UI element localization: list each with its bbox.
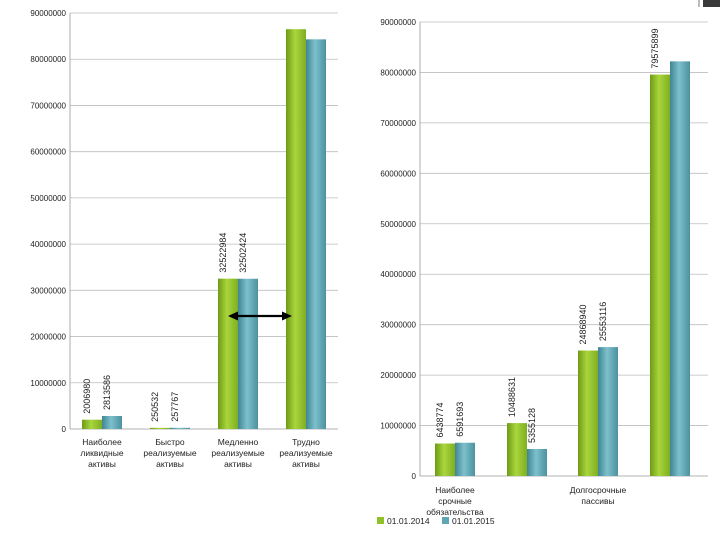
assets-ytick-label: 20000000 (30, 333, 66, 342)
liabilities-ytick-label: 80000000 (380, 68, 416, 77)
liabilities-bar-2014 (650, 74, 670, 476)
liabilities-data-label: 79575899 (650, 29, 660, 69)
assets-data-label: 250532 (150, 392, 160, 422)
assets-data-label: 32502424 (238, 233, 248, 273)
liabilities-data-label: 10488631 (507, 377, 517, 417)
liabilities-data-label: 6591693 (455, 402, 465, 437)
legend-swatch-2015 (442, 517, 449, 524)
assets-bar-2015 (306, 39, 326, 429)
liabilities-category-label: Долгосрочные пассивы (570, 485, 627, 506)
liabilities-bar-2014 (578, 350, 598, 476)
liabilities-ytick-label: 40000000 (380, 270, 416, 279)
assets-data-label: 2006980 (82, 379, 92, 414)
liabilities-bar-2015 (670, 61, 690, 476)
liabilities-bar-2014 (507, 423, 527, 476)
assets-ytick-label: 40000000 (30, 240, 66, 249)
assets-bar-2015 (170, 427, 190, 429)
assets-data-label: 2813586 (102, 375, 112, 410)
assets-ytick-label: 50000000 (30, 194, 66, 203)
liabilities-bar-2015 (455, 442, 475, 476)
liabilities-ytick-label: 30000000 (380, 321, 416, 330)
assets-data-label: 257767 (170, 392, 180, 422)
liabilities-ytick-label: 50000000 (380, 220, 416, 229)
assets-category-label: Наиболее ликвидные активы (80, 437, 123, 469)
legend-label-2015: 01.01.2015 (452, 516, 495, 526)
liabilities-ytick-label: 70000000 (380, 119, 416, 128)
liabilities-data-label: 24868940 (578, 305, 588, 345)
assets-bar-2015 (238, 278, 258, 429)
assets-ytick-label: 30000000 (30, 286, 66, 295)
assets-ytick-label: 70000000 (30, 101, 66, 110)
assets-ytick-label: 60000000 (30, 148, 66, 157)
assets-category-label: Быстро реализуемые активы (143, 437, 197, 469)
liabilities-ytick-label: 10000000 (380, 422, 416, 431)
annotation-layer (228, 0, 720, 321)
liabilities-data-label: 6438774 (435, 402, 445, 437)
legend-swatch-2014 (377, 517, 384, 524)
arrow-head-left (228, 311, 238, 321)
liabilities-chart: 0 10000000 20000000 30000000 40000000 5000000… (377, 18, 708, 526)
assets-ytick-label: 80000000 (30, 55, 66, 64)
liabilities-data-label: 5355128 (527, 408, 537, 443)
assets-bar-2014 (82, 419, 102, 429)
liabilities-bar-2015 (598, 347, 618, 476)
liabilities-bar-2015 (527, 448, 547, 476)
assets-category-label: Медленно реализуемые активы (211, 437, 265, 469)
assets-ytick-label: 10000000 (30, 379, 66, 388)
corner-mark (703, 0, 720, 7)
assets-data-label: 32522984 (218, 233, 228, 273)
legend-label-2014: 01.01.2014 (387, 516, 430, 526)
liabilities-ytick-label: 90000000 (380, 18, 416, 27)
liabilities-bar-2014 (435, 443, 455, 476)
assets-category-label: Трудно реализуемые активы (279, 437, 333, 469)
liabilities-ytick-label: 0 (412, 472, 417, 481)
assets-chart: 0 10000000 20000000 30000000 40000000 5000000… (30, 9, 338, 469)
assets-bar-2014 (286, 29, 306, 430)
liabilities-ytick-label: 60000000 (380, 169, 416, 178)
liabilities-data-label: 25553116 (598, 302, 608, 341)
liabilities-ytick-label: 20000000 (380, 371, 416, 380)
assets-bar-2014 (150, 427, 170, 429)
arrow-head-right (282, 311, 292, 321)
assets-bar-2014 (218, 278, 238, 429)
assets-ytick-label: 90000000 (30, 9, 66, 18)
assets-bar-2015 (102, 415, 122, 429)
assets-ytick-label: 0 (62, 425, 67, 434)
liabilities-category-label: Наиболее срочные обязательства (426, 485, 484, 517)
